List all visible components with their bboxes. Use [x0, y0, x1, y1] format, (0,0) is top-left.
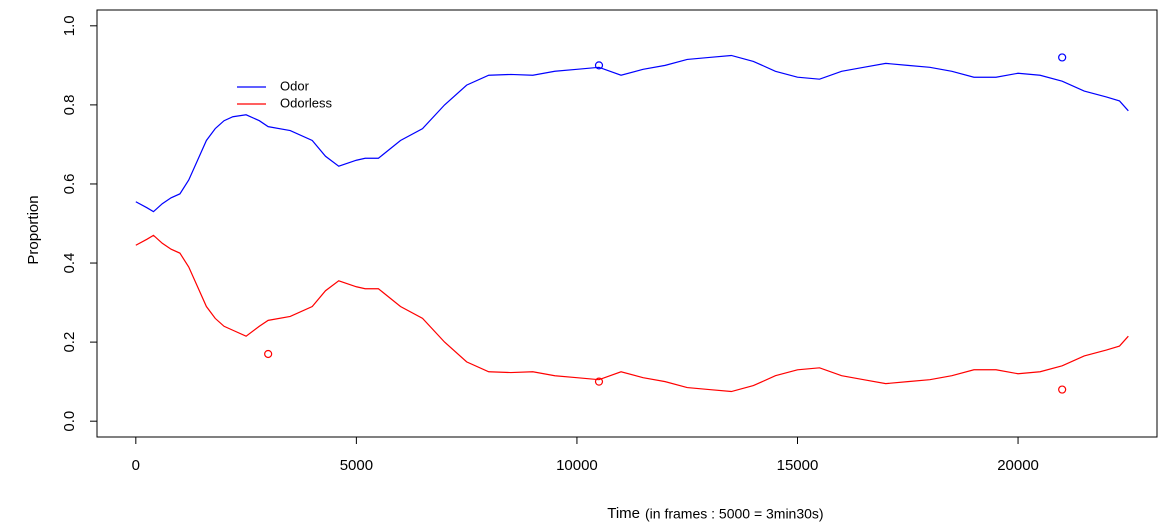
point [594, 377, 604, 386]
y-tick-label: 0.2 [61, 332, 78, 353]
series-line [135, 54, 1129, 213]
x-tick-label: 5000 [340, 457, 373, 474]
y-tick-label: 0.0 [61, 411, 78, 432]
y-tick-label: 1.0 [61, 15, 78, 36]
point [594, 61, 604, 70]
plot-frame [96, 9, 1158, 438]
legend-label: Odor [280, 78, 310, 93]
y-axis-label: Proportion [25, 195, 42, 264]
series-line [135, 234, 1129, 393]
y-tick-label: 0.8 [61, 94, 78, 115]
x-tick-label: 0 [132, 457, 140, 474]
y-tick-label: 0.4 [61, 253, 78, 274]
legend-box [230, 76, 350, 112]
x-tick-label: 20000 [997, 457, 1039, 474]
x-tick-label: 15000 [777, 457, 819, 474]
legend-label: Odorless [280, 95, 333, 110]
point [1058, 385, 1067, 394]
x-tick-label: 10000 [556, 457, 598, 474]
point [264, 349, 273, 359]
y-tick-label: 0.6 [61, 174, 78, 195]
point [1058, 53, 1067, 62]
x-axis-note: (in frames : 5000 = 3min30s) [645, 506, 824, 522]
x-axis-label: Time [607, 505, 640, 522]
